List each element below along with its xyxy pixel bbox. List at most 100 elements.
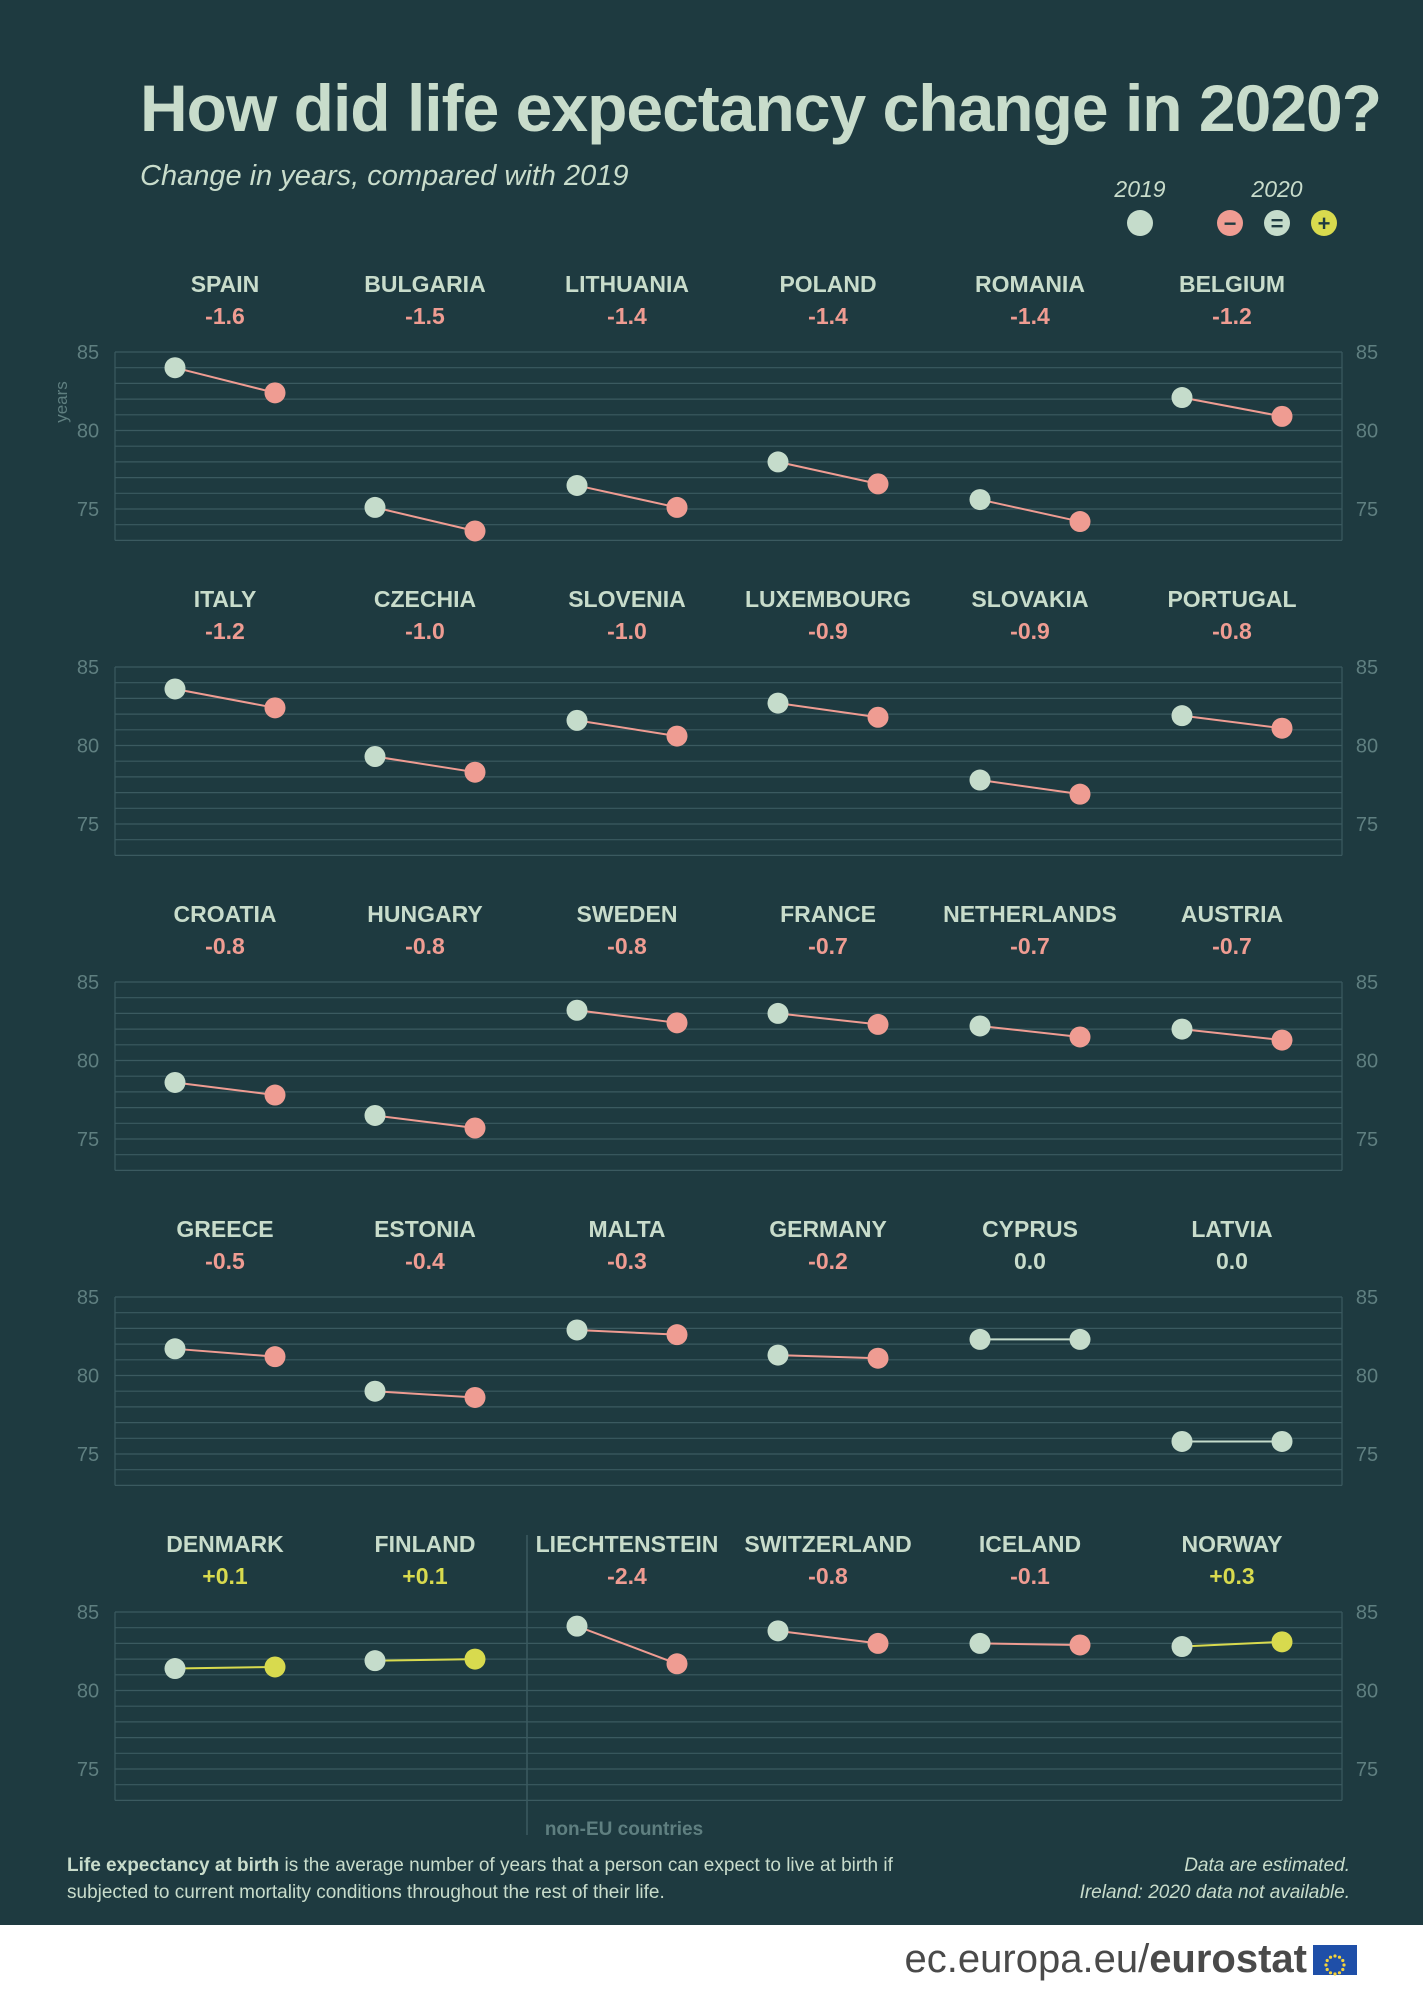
y-tick-label-left: 85 bbox=[77, 1602, 99, 1624]
point-2019 bbox=[566, 709, 588, 731]
point-2020 bbox=[1271, 1029, 1293, 1051]
eu-flag-icon bbox=[1313, 1944, 1357, 1976]
change-label: -1.0 bbox=[607, 618, 647, 644]
point-2019 bbox=[969, 1632, 991, 1654]
y-tick-label-left: 75 bbox=[77, 1759, 99, 1781]
point-2020 bbox=[264, 1656, 286, 1678]
change-label: -0.7 bbox=[1010, 933, 1050, 959]
infographic-poster: How did life expectancy change in 2020? … bbox=[0, 0, 1423, 1925]
footnote-notes: Data are estimated. Ireland: 2020 data n… bbox=[850, 1852, 1350, 1906]
change-label: -0.8 bbox=[1212, 618, 1252, 644]
point-2019 bbox=[566, 999, 588, 1021]
point-2019 bbox=[364, 1104, 386, 1126]
slope-line bbox=[1181, 1640, 1283, 1648]
legend-decrease-symbol: − bbox=[1224, 211, 1237, 236]
point-2019 bbox=[164, 357, 186, 379]
country-name: LATVIA bbox=[1191, 1216, 1272, 1242]
slope-line bbox=[979, 1642, 1081, 1646]
point-2020 bbox=[666, 1012, 688, 1034]
change-label: -0.7 bbox=[1212, 933, 1252, 959]
point-2019 bbox=[1171, 705, 1193, 727]
slope-line bbox=[576, 1009, 678, 1024]
country-name: LITHUANIA bbox=[565, 271, 689, 297]
change-label: +0.1 bbox=[402, 1563, 448, 1589]
point-2020 bbox=[464, 761, 486, 783]
legend-increase-symbol: + bbox=[1318, 211, 1331, 236]
y-tick-label-right: 85 bbox=[1356, 657, 1378, 679]
legend-2020-label: 2020 bbox=[1250, 176, 1302, 202]
slope-line bbox=[174, 1665, 276, 1670]
footer-url: ec.europa.eu/ bbox=[904, 1937, 1150, 1981]
point-2020 bbox=[464, 520, 486, 542]
change-label: 0.0 bbox=[1014, 1248, 1046, 1274]
country-name: PORTUGAL bbox=[1167, 586, 1296, 612]
change-label: -1.2 bbox=[205, 618, 245, 644]
country-name: FRANCE bbox=[780, 901, 876, 927]
point-2019 bbox=[1171, 1018, 1193, 1040]
y-tick-label-right: 80 bbox=[1356, 421, 1378, 443]
point-2020 bbox=[867, 706, 889, 728]
footnote-ireland: Ireland: 2020 data not available. bbox=[1079, 1882, 1350, 1903]
change-label: -2.4 bbox=[607, 1563, 647, 1589]
footer-bar: ec.europa.eu/eurostat bbox=[0, 1925, 1423, 2000]
y-tick-label-right: 85 bbox=[1356, 342, 1378, 364]
slope-line bbox=[777, 1012, 879, 1026]
y-tick-label-left: 80 bbox=[77, 1366, 99, 1388]
non-eu-label: non-EU countries bbox=[545, 1819, 703, 1840]
footnote-definition: Life expectancy at birth is the average … bbox=[67, 1852, 967, 1906]
slope-line bbox=[374, 755, 476, 774]
change-label: -0.8 bbox=[607, 933, 647, 959]
y-tick-label-right: 85 bbox=[1356, 1287, 1378, 1309]
y-tick-label-left: 75 bbox=[77, 499, 99, 521]
change-label: -1.4 bbox=[808, 303, 848, 329]
footnote-bold-term: Life expectancy at birth bbox=[67, 1855, 280, 1876]
country-name: ITALY bbox=[194, 586, 257, 612]
y-tick-label-right: 80 bbox=[1356, 1366, 1378, 1388]
y-tick-label-left: 85 bbox=[77, 657, 99, 679]
chart-title: How did life expectancy change in 2020? bbox=[140, 71, 1382, 145]
point-2019 bbox=[969, 489, 991, 511]
eurostat-link[interactable]: ec.europa.eu/eurostat bbox=[905, 1937, 1357, 1982]
slope-line bbox=[174, 366, 276, 394]
point-2019 bbox=[767, 1344, 789, 1366]
footnote-definition-text: is the average number of years that a pe… bbox=[67, 1855, 893, 1903]
change-label: -0.8 bbox=[405, 933, 445, 959]
point-2019 bbox=[767, 1002, 789, 1024]
country-name: LIECHTENSTEIN bbox=[536, 1531, 719, 1557]
eu-stars bbox=[1324, 1953, 1346, 1976]
y-tick-label-right: 80 bbox=[1356, 1681, 1378, 1703]
point-2020 bbox=[464, 1386, 486, 1408]
change-label: -1.4 bbox=[607, 303, 647, 329]
y-tick-label-right: 85 bbox=[1356, 972, 1378, 994]
point-2020 bbox=[867, 1347, 889, 1369]
y-tick-label-right: 85 bbox=[1356, 1602, 1378, 1624]
country-name: GERMANY bbox=[769, 1216, 887, 1242]
y-tick-label-right: 75 bbox=[1356, 1759, 1378, 1781]
change-label: -0.3 bbox=[607, 1248, 647, 1274]
point-2020 bbox=[1069, 783, 1091, 805]
y-tick-label-left: 75 bbox=[77, 1129, 99, 1151]
point-2019 bbox=[1171, 387, 1193, 409]
y-tick-label-left: 85 bbox=[77, 1287, 99, 1309]
country-name: SPAIN bbox=[191, 271, 260, 297]
y-tick-label-left: 80 bbox=[77, 1681, 99, 1703]
y-tick-label-right: 75 bbox=[1356, 814, 1378, 836]
point-2019 bbox=[364, 496, 386, 518]
point-2019 bbox=[364, 1650, 386, 1672]
country-name: HUNGARY bbox=[367, 901, 482, 927]
country-name: SLOVAKIA bbox=[971, 586, 1088, 612]
legend-equal-symbol: = bbox=[1271, 211, 1284, 236]
change-label: -1.5 bbox=[405, 303, 445, 329]
country-name: AUSTRIA bbox=[1181, 901, 1283, 927]
legend-equal-dot bbox=[1264, 210, 1290, 236]
legend-2019-dot bbox=[1127, 210, 1153, 236]
slope-line bbox=[777, 702, 879, 719]
y-tick-label-right: 80 bbox=[1356, 736, 1378, 758]
slope-line bbox=[374, 1390, 476, 1399]
y-tick-label-left: 75 bbox=[77, 814, 99, 836]
slope-line bbox=[576, 719, 678, 738]
point-2019 bbox=[969, 1328, 991, 1350]
point-2020 bbox=[666, 496, 688, 518]
country-name: FINLAND bbox=[375, 1531, 476, 1557]
point-2020 bbox=[1271, 717, 1293, 739]
